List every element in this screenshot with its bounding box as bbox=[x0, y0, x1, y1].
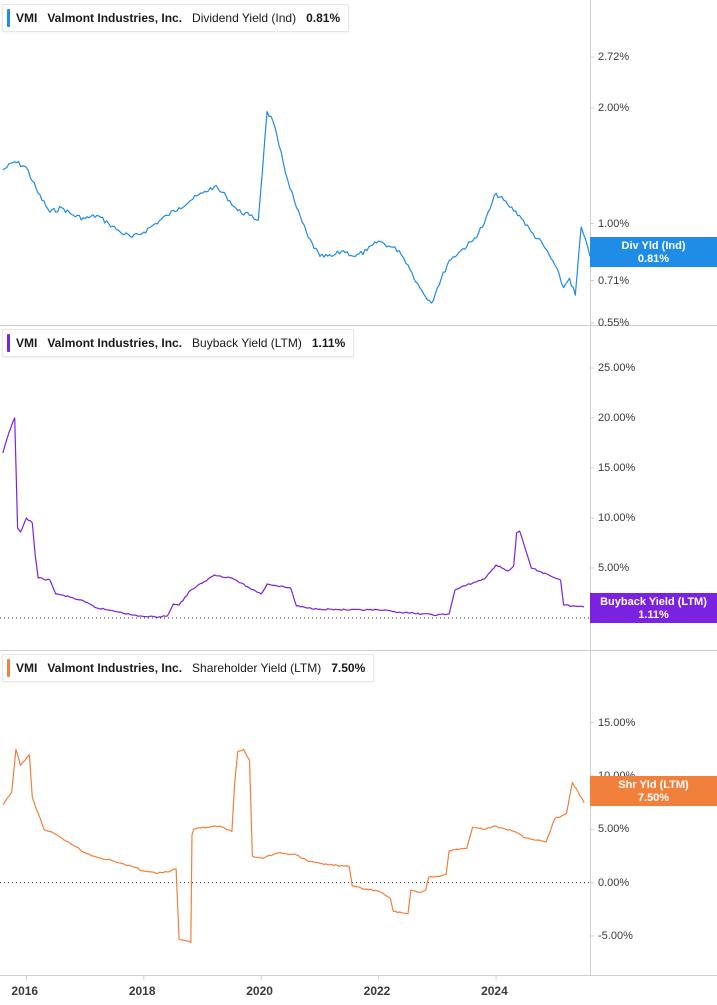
series-line-buyback-yield bbox=[2, 417, 585, 619]
y-tick-label: 2.00% bbox=[598, 102, 630, 115]
y-tick-label: 0.55% bbox=[598, 317, 630, 329]
y-tick-label: 0.71% bbox=[598, 274, 630, 287]
y-tick-label: 15.00% bbox=[598, 462, 636, 474]
current-value-flag-dividend: Div Yld (Ind) 0.81% bbox=[590, 237, 717, 267]
x-tick-label: 2018 bbox=[128, 984, 156, 998]
legend-company: Valmont Industries, Inc. bbox=[47, 661, 183, 675]
flag-label: Div Yld (Ind) bbox=[621, 240, 686, 252]
legend-buyback-yield[interactable]: VMI Valmont Industries, Inc. Buyback Yie… bbox=[2, 329, 355, 357]
x-tick-label: 2022 bbox=[363, 984, 391, 998]
legend-swatch bbox=[7, 9, 10, 27]
y-tick-label: 1.00% bbox=[598, 217, 630, 230]
legend-dividend-yield[interactable]: VMI Valmont Industries, Inc. Dividend Yi… bbox=[2, 4, 350, 32]
y-tick-label: 5.00% bbox=[598, 562, 630, 574]
x-tick-label: 2024 bbox=[481, 984, 508, 998]
y-tick-label: 5.00% bbox=[598, 823, 630, 836]
legend-swatch bbox=[7, 334, 10, 352]
legend-value: 7.50% bbox=[331, 661, 366, 675]
legend-metric: Dividend Yield (Ind) bbox=[192, 11, 297, 25]
y-tick-label: 20.00% bbox=[598, 412, 636, 424]
legend-ticker: VMI bbox=[16, 336, 38, 350]
x-tick-label: 2016 bbox=[11, 984, 39, 998]
x-tick-label: 2020 bbox=[246, 984, 273, 998]
legend-metric: Buyback Yield (LTM) bbox=[192, 336, 302, 350]
series-line-dividend-yield bbox=[2, 111, 591, 304]
y-tick-label: -5.00% bbox=[598, 930, 633, 942]
series-line-shareholder-yield bbox=[2, 748, 585, 943]
y-tick-label: 15.00% bbox=[598, 716, 636, 729]
flag-value: 0.81% bbox=[637, 253, 670, 265]
legend-company: Valmont Industries, Inc. bbox=[47, 11, 183, 25]
y-tick-label: 0.00% bbox=[598, 876, 630, 889]
y-tick-label: 10.00% bbox=[598, 512, 636, 524]
x-axis-line bbox=[0, 975, 717, 976]
legend-value: 0.81% bbox=[306, 11, 341, 25]
legend-ticker: VMI bbox=[16, 661, 38, 675]
y-axis-line bbox=[590, 0, 591, 975]
flag-value: 1.11% bbox=[638, 609, 669, 621]
legend-ticker: VMI bbox=[16, 11, 38, 25]
panel-divider bbox=[0, 325, 717, 326]
y-tick-label: 2.72% bbox=[598, 51, 630, 64]
current-value-flag-buyback: Buyback Yield (LTM) 1.11% bbox=[590, 593, 717, 623]
y-tick-label: 25.00% bbox=[598, 362, 636, 374]
legend-swatch bbox=[7, 659, 10, 677]
flag-label: Buyback Yield (LTM) bbox=[600, 596, 707, 608]
current-value-flag-shareholder: Shr Yld (LTM) 7.50% bbox=[590, 776, 717, 806]
flag-label: Shr Yld (LTM) bbox=[618, 779, 689, 791]
legend-metric: Shareholder Yield (LTM) bbox=[192, 661, 322, 675]
legend-value: 1.11% bbox=[311, 336, 346, 350]
legend-shareholder-yield[interactable]: VMI Valmont Industries, Inc. Shareholder… bbox=[2, 654, 375, 682]
panel-divider bbox=[0, 650, 717, 651]
legend-company: Valmont Industries, Inc. bbox=[47, 336, 183, 350]
flag-value: 7.50% bbox=[637, 792, 670, 804]
